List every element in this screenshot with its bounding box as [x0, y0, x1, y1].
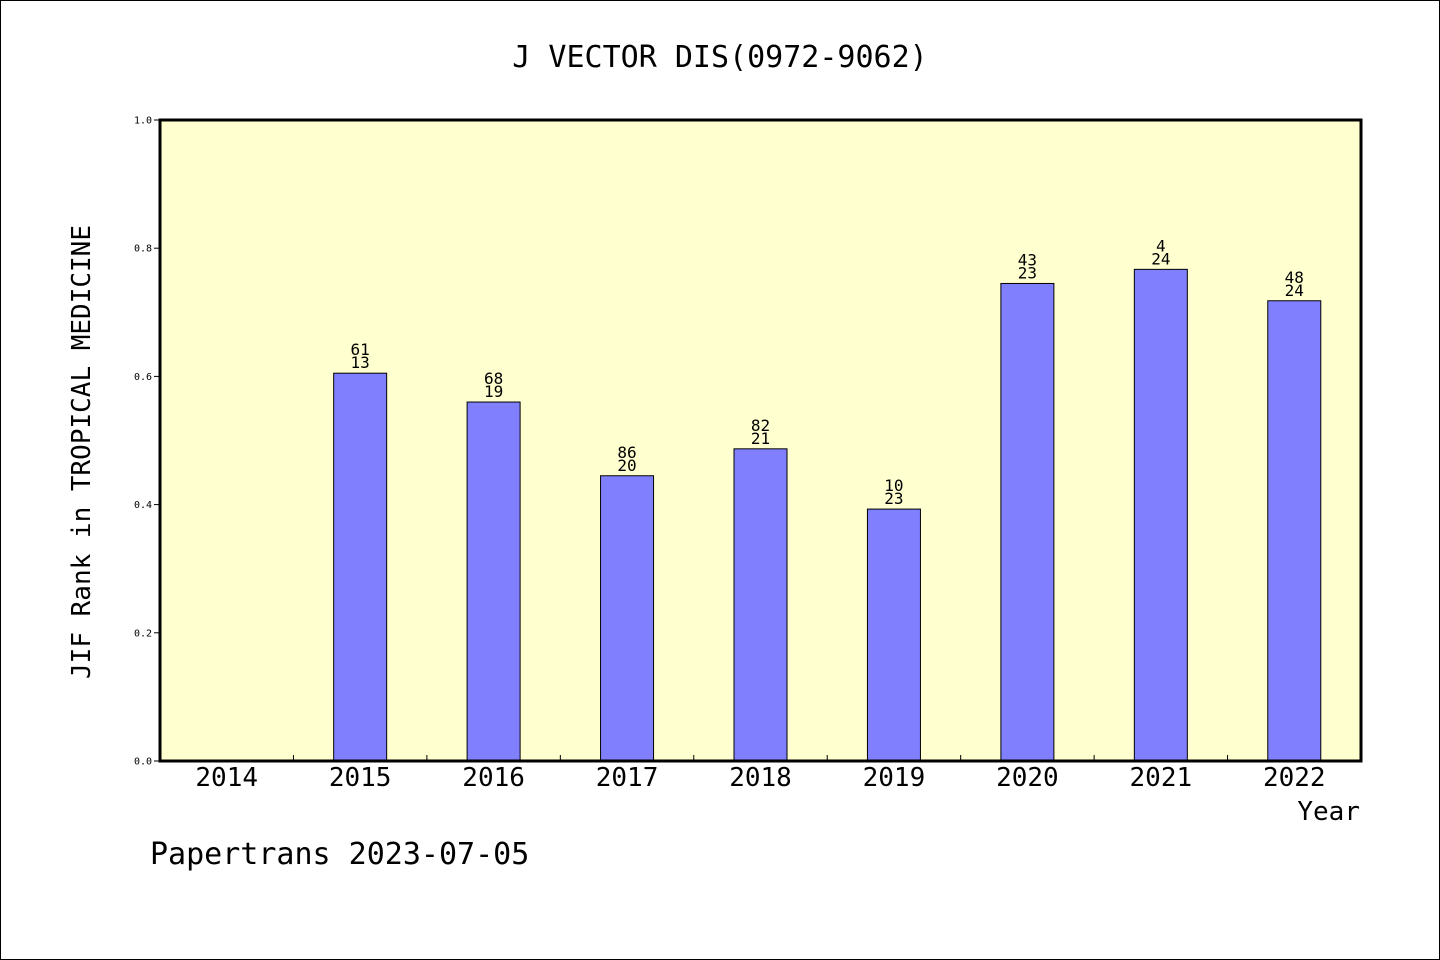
bar-2018 [733, 448, 788, 762]
bar-2019 [866, 508, 921, 762]
bar-label-total: 13 [351, 353, 370, 372]
bar-label-rank: 61 [351, 340, 370, 359]
bar-label-rank: 10 [884, 476, 903, 495]
bar-label-total: 24 [1285, 281, 1304, 300]
x-tick-label: 2017 [596, 763, 659, 793]
x-tick-label: 2018 [729, 763, 792, 793]
x-axis-label: Year [1297, 797, 1360, 827]
x-tick-label: 2022 [1263, 763, 1326, 793]
x-tick-label: 2020 [996, 763, 1059, 793]
bar-label-rank: 4 [1156, 236, 1166, 255]
bar-label-total: 23 [884, 489, 903, 508]
x-tick-label: 2015 [329, 763, 392, 793]
footer-source: Papertrans 2023-07-05 [150, 837, 529, 872]
x-tick-label: 2014 [195, 763, 258, 793]
bar-label-rank: 68 [484, 369, 503, 388]
y-tick-label: 0.4 [134, 500, 152, 511]
x-tick-label: 2019 [863, 763, 926, 793]
bar-label-rank: 82 [751, 416, 770, 435]
chart-title: J VECTOR DIS(0972-9062) [512, 40, 927, 75]
bar-label-total: 24 [1151, 249, 1170, 268]
bar-label-total: 23 [1018, 263, 1037, 282]
y-axis-label: JIF Rank in TROPICAL MEDICINE [67, 225, 97, 679]
y-tick-label: 1.0 [134, 116, 152, 127]
bar-label-total: 21 [751, 429, 770, 448]
bar-2021 [1133, 268, 1188, 762]
bar-2015 [333, 372, 388, 762]
bar-2020 [1000, 282, 1055, 762]
bar-label-rank: 43 [1018, 250, 1037, 269]
y-tick-label: 0.8 [134, 244, 152, 255]
bar-label-rank: 48 [1285, 268, 1304, 287]
bar-2017 [600, 475, 655, 762]
bar-label-rank: 86 [617, 443, 636, 462]
plot-border [158, 118, 1363, 763]
bars-group [333, 268, 1322, 762]
bar-2016 [466, 401, 521, 762]
y-tick-label: 0.0 [134, 757, 152, 768]
x-tick-label: 2021 [1130, 763, 1193, 793]
bar-2022 [1267, 300, 1322, 762]
x-tick-label: 2016 [462, 763, 525, 793]
y-tick-label: 0.6 [134, 372, 152, 383]
x-axis: 2014 2015 2016 2017 2018 2019 2020 2021 2022 [195, 755, 1326, 793]
bar-label-total: 20 [617, 456, 636, 475]
y-tick-label: 0.2 [134, 628, 152, 639]
bar-label-total: 19 [484, 382, 503, 401]
y-axis: 0.0 0.2 0.4 0.6 0.8 1.0 [134, 116, 160, 768]
